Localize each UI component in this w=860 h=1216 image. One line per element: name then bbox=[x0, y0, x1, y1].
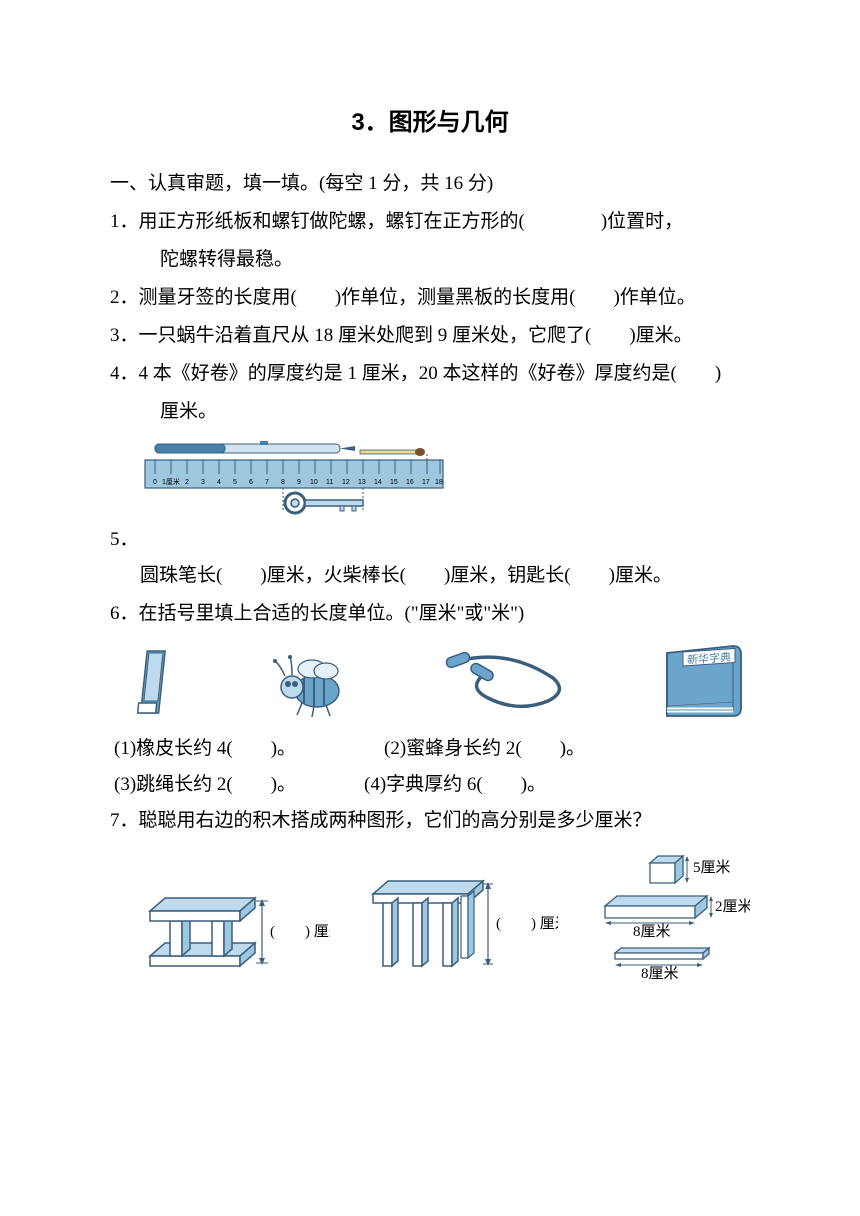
q7-illustrations: ( ) 厘米 ( ) 厘米 bbox=[140, 851, 750, 981]
section-1: 一、认真审题，填一填。(每空 1 分，共 16 分) 1．用正方形纸板和螺钉做陀… bbox=[110, 166, 750, 981]
svg-text:( ) 厘米: ( ) 厘米 bbox=[496, 915, 558, 932]
q6-4: (4)字典厚约 6( )。 bbox=[364, 767, 546, 803]
svg-text:11: 11 bbox=[326, 479, 333, 486]
svg-text:15: 15 bbox=[390, 479, 398, 486]
dictionary-icon: 新华字典 bbox=[655, 638, 750, 723]
section-heading: 一、认真审题，填一填。(每空 1 分，共 16 分) bbox=[110, 166, 750, 202]
q1-line1: 1．用正方形纸板和螺钉做陀螺，螺钉在正方形的( )位置时， bbox=[110, 204, 750, 240]
svg-text:8: 8 bbox=[281, 479, 285, 486]
svg-text:7: 7 bbox=[265, 479, 269, 486]
q4-line1: 4．4 本《好卷》的厚度约是 1 厘米，20 本这样的《好卷》厚度约是( ) bbox=[110, 356, 750, 392]
svg-text:1厘米: 1厘米 bbox=[162, 477, 180, 486]
q1-line2: 陀螺转得最稳。 bbox=[110, 242, 750, 278]
svg-text:10: 10 bbox=[310, 479, 318, 486]
q7: 7．聪聪用右边的积木搭成两种图形，它们的高分别是多少厘米？ bbox=[110, 803, 750, 839]
svg-text:6: 6 bbox=[249, 479, 253, 486]
q5-num: 5． bbox=[110, 522, 140, 558]
blocks-key: 5厘米 2厘米 8厘米 8厘米 bbox=[585, 851, 750, 981]
svg-text:13: 13 bbox=[358, 479, 366, 486]
svg-text:12: 12 bbox=[342, 479, 350, 486]
svg-text:14: 14 bbox=[374, 479, 382, 486]
ruler-illustration: 0 1厘米 2 3 4 5 6 7 8 9 10 11 12 13 14 15 16 17 18 bbox=[140, 438, 750, 516]
q6: 6．在括号里填上合适的长度单位。("厘米"或"米") bbox=[110, 596, 750, 632]
svg-text:0: 0 bbox=[153, 479, 157, 486]
q6-1: (1)橡皮长约 4( )。 bbox=[114, 731, 384, 767]
q6-2: (2)蜜蜂身长约 2( )。 bbox=[384, 731, 585, 767]
q6-illustrations: 新华字典 bbox=[130, 643, 750, 723]
svg-text:( ) 厘米: ( ) 厘米 bbox=[270, 923, 330, 940]
svg-text:17: 17 bbox=[422, 479, 430, 486]
svg-text:2厘米: 2厘米 bbox=[715, 898, 750, 915]
page-title: 3．图形与几何 bbox=[110, 100, 750, 146]
svg-text:8厘米: 8厘米 bbox=[641, 965, 679, 981]
svg-text:18: 18 bbox=[435, 479, 443, 486]
svg-text:2: 2 bbox=[185, 479, 189, 486]
svg-text:16: 16 bbox=[406, 479, 414, 486]
svg-text:9: 9 bbox=[297, 479, 301, 486]
q6-3: (3)跳绳长约 2( )。 bbox=[114, 767, 364, 803]
q3: 3．一只蜗牛沿着直尺从 18 厘米处爬到 9 厘米处，它爬了( )厘米。 bbox=[110, 318, 750, 354]
svg-text:3: 3 bbox=[201, 479, 205, 486]
q5-text: 圆珠笔长( )厘米，火柴棒长( )厘米，钥匙长( )厘米。 bbox=[110, 558, 750, 594]
q4-line2: 厘米。 bbox=[110, 394, 750, 430]
svg-text:5: 5 bbox=[233, 479, 237, 486]
svg-text:8厘米: 8厘米 bbox=[633, 923, 671, 940]
eraser-icon bbox=[130, 643, 185, 723]
jump-rope-icon bbox=[438, 643, 578, 723]
bee-icon bbox=[262, 643, 362, 723]
shape-2: ( ) 厘米 bbox=[358, 866, 558, 981]
shape-1: ( ) 厘米 bbox=[140, 871, 330, 981]
q2: 2．测量牙签的长度用( )作单位，测量黑板的长度用( )作单位。 bbox=[110, 280, 750, 316]
svg-text:5厘米: 5厘米 bbox=[693, 859, 731, 876]
svg-text:4: 4 bbox=[217, 479, 221, 486]
